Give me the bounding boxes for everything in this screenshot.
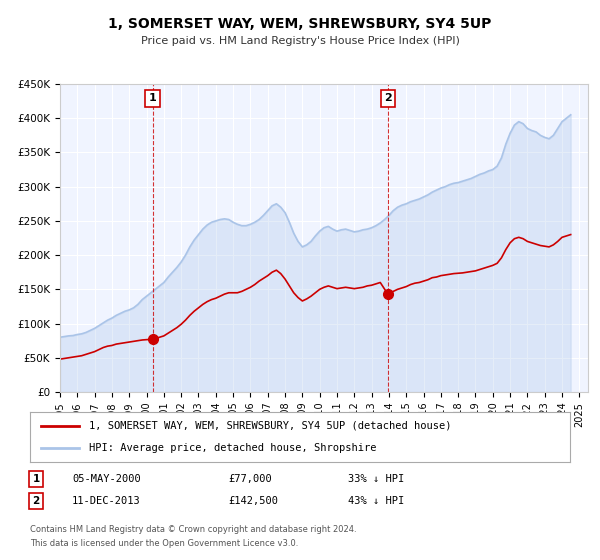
Text: 1: 1 [149, 93, 157, 103]
Text: £77,000: £77,000 [228, 474, 272, 484]
Text: 43% ↓ HPI: 43% ↓ HPI [348, 496, 404, 506]
Text: 1: 1 [32, 474, 40, 484]
Text: 05-MAY-2000: 05-MAY-2000 [72, 474, 141, 484]
Text: £142,500: £142,500 [228, 496, 278, 506]
Text: 11-DEC-2013: 11-DEC-2013 [72, 496, 141, 506]
Text: HPI: Average price, detached house, Shropshire: HPI: Average price, detached house, Shro… [89, 443, 377, 453]
Text: 2: 2 [32, 496, 40, 506]
Text: 33% ↓ HPI: 33% ↓ HPI [348, 474, 404, 484]
Text: 1, SOMERSET WAY, WEM, SHREWSBURY, SY4 5UP (detached house): 1, SOMERSET WAY, WEM, SHREWSBURY, SY4 5U… [89, 421, 452, 431]
Text: This data is licensed under the Open Government Licence v3.0.: This data is licensed under the Open Gov… [30, 539, 298, 548]
Text: Contains HM Land Registry data © Crown copyright and database right 2024.: Contains HM Land Registry data © Crown c… [30, 525, 356, 534]
Text: 1, SOMERSET WAY, WEM, SHREWSBURY, SY4 5UP: 1, SOMERSET WAY, WEM, SHREWSBURY, SY4 5U… [109, 17, 491, 31]
Text: 2: 2 [384, 93, 392, 103]
Text: Price paid vs. HM Land Registry's House Price Index (HPI): Price paid vs. HM Land Registry's House … [140, 36, 460, 46]
